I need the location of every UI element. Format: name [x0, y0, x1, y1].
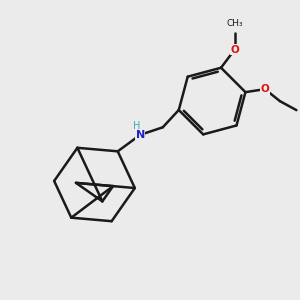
Text: H: H	[133, 122, 140, 131]
Text: CH₃: CH₃	[227, 19, 243, 28]
Text: O: O	[261, 84, 269, 94]
Text: N: N	[136, 130, 145, 140]
Text: O: O	[230, 45, 239, 55]
